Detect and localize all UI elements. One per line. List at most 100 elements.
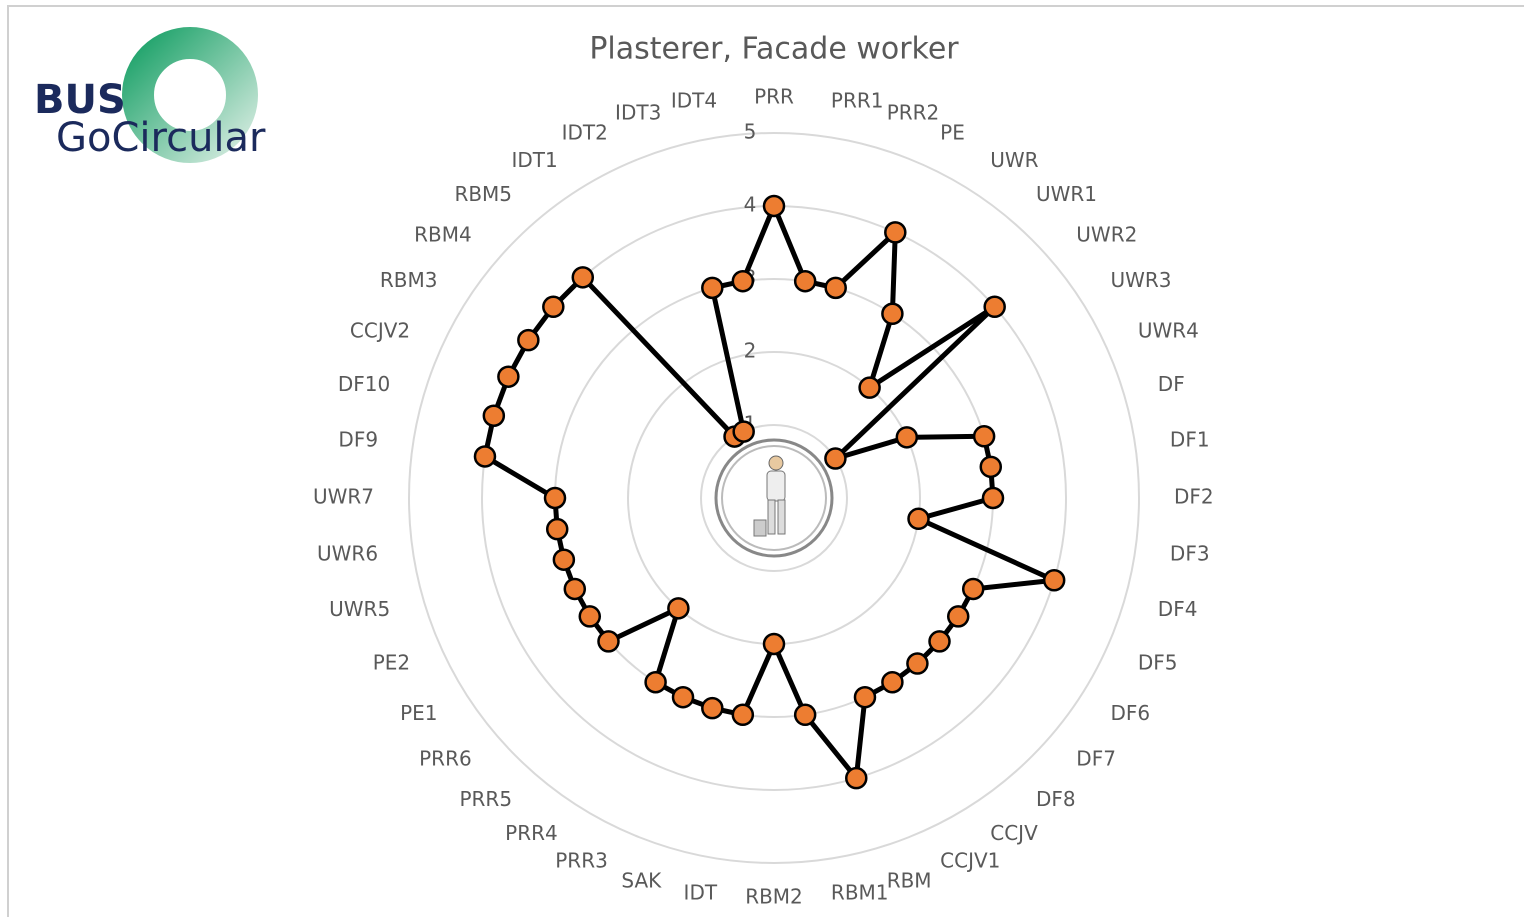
data-point: [667, 597, 690, 620]
category-label: UWR1: [1036, 182, 1097, 206]
data-point: [482, 404, 506, 427]
data-point: [644, 670, 667, 694]
category-label: RBM2: [745, 885, 803, 909]
category-label: PE1: [400, 701, 437, 725]
category-label: DF4: [1158, 597, 1198, 621]
category-label: UWR5: [329, 597, 390, 621]
category-label: DF10: [338, 372, 390, 396]
category-label: DF2: [1174, 485, 1214, 509]
category-label: RBM4: [414, 223, 472, 247]
data-point: [824, 276, 847, 300]
category-label: UWR6: [317, 541, 378, 565]
category-label: DF3: [1170, 541, 1210, 565]
r-tick-label: 5: [744, 120, 757, 144]
category-label: RBM3: [380, 268, 438, 292]
category-label: CCJV2: [350, 318, 410, 342]
grid: 12345PRRPRR1PRR2PEUWRUWR1UWR2UWR3UWR4DFD…: [313, 85, 1214, 909]
category-label: DF8: [1036, 787, 1076, 811]
category-label: CCJV1: [940, 848, 1000, 872]
category-label: SAK: [621, 868, 662, 892]
category-label: DF7: [1076, 746, 1116, 770]
data-point: [731, 703, 755, 727]
logo-text: GoCircular: [56, 115, 266, 161]
data-point: [552, 548, 576, 571]
data-point: [732, 420, 755, 443]
data-point: [961, 577, 985, 601]
data-point: [563, 577, 587, 601]
category-label: CCJV: [990, 821, 1038, 845]
category-label: PE: [940, 121, 965, 145]
data-point: [845, 766, 868, 790]
chart-title: Plasterer, Facade worker: [589, 32, 959, 67]
category-label: UWR: [990, 148, 1038, 172]
category-label: UWR7: [313, 485, 374, 509]
category-label: PE2: [373, 651, 410, 675]
data-point: [793, 703, 817, 727]
category-label: IDT3: [615, 101, 661, 125]
data-point: [578, 605, 602, 628]
grid-circle: [408, 132, 1140, 864]
category-label: PRR5: [459, 787, 512, 811]
category-label: DF1: [1170, 428, 1210, 452]
data-point: [671, 685, 695, 709]
data-point: [597, 630, 620, 653]
category-label: IDT2: [562, 121, 608, 145]
data-point: [881, 302, 904, 326]
data-point: [762, 194, 786, 218]
data-point: [517, 328, 540, 352]
logo: BUS GoCircular: [34, 27, 266, 163]
logo-ring: [122, 27, 258, 163]
grid-circle: [700, 424, 848, 572]
data-point: [701, 696, 724, 720]
category-label: DF9: [338, 428, 378, 452]
category-label: DF: [1158, 372, 1185, 396]
data-point: [853, 685, 877, 709]
data-point: [906, 652, 929, 675]
category-label: RBM1: [831, 880, 889, 904]
category-label: IDT: [684, 880, 718, 904]
data-point: [972, 425, 996, 448]
data-point: [762, 632, 786, 656]
data-point: [545, 517, 569, 541]
category-label: PRR2: [887, 101, 940, 125]
data-point: [979, 455, 1003, 479]
plot: [473, 194, 1066, 790]
category-label: UWR2: [1076, 223, 1137, 247]
category-label: IDT1: [511, 148, 557, 172]
data-point: [571, 266, 595, 289]
r-tick-label: 4: [744, 193, 757, 217]
category-label: PRR: [754, 85, 794, 109]
center-icon: [714, 438, 834, 558]
data-point: [858, 376, 881, 399]
data-point: [895, 426, 919, 449]
data-point: [983, 295, 1006, 319]
data-point: [907, 507, 930, 531]
data-point: [793, 269, 817, 293]
data-point: [701, 276, 724, 300]
data-point: [473, 445, 497, 468]
data-point: [731, 269, 755, 293]
data-point: [542, 295, 565, 319]
data-point: [881, 670, 904, 694]
category-label: UWR3: [1111, 268, 1172, 292]
data-point: [824, 447, 847, 470]
category-label: PRR6: [419, 746, 472, 770]
category-label: PRR1: [831, 89, 884, 113]
category-label: IDT4: [671, 89, 717, 113]
category-label: PRR4: [505, 821, 558, 845]
data-point: [946, 605, 970, 628]
logo-text: BUS: [34, 77, 126, 123]
category-label: PRR3: [555, 848, 608, 872]
data-point: [981, 486, 1005, 510]
category-label: DF6: [1111, 701, 1151, 725]
data-point: [497, 365, 520, 388]
category-label: UWR4: [1138, 318, 1199, 342]
category-label: DF5: [1138, 651, 1178, 675]
r-tick-label: 2: [744, 339, 757, 363]
category-label: RBM: [887, 868, 932, 892]
category-label: RBM5: [454, 182, 512, 206]
data-point: [543, 486, 567, 510]
data-point: [1042, 569, 1066, 592]
data-point: [928, 630, 951, 653]
